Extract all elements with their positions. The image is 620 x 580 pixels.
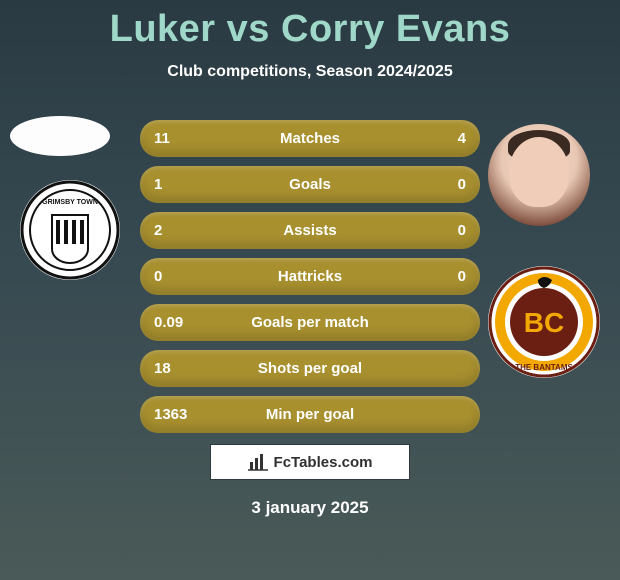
stat-left-value: 2 <box>154 222 204 239</box>
stat-row-min-per-goal: 1363 Min per goal <box>140 396 480 433</box>
stats-column: 11 Matches 4 1 Goals 0 2 Assists 0 0 Hat… <box>140 120 480 442</box>
svg-text:THE BANTAMS: THE BANTAMS <box>515 363 573 372</box>
club-right-crest: BC THE BANTAMS <box>488 266 600 378</box>
subtitle: Club competitions, Season 2024/2025 <box>0 63 620 81</box>
stat-label: Hattricks <box>204 268 416 285</box>
stat-label: Min per goal <box>204 406 416 423</box>
avatar-face <box>509 137 569 207</box>
stat-row-shots-per-goal: 18 Shots per goal <box>140 350 480 387</box>
brand-box[interactable]: FcTables.com <box>210 444 410 480</box>
club-left-crest: GRIMSBY TOWN <box>20 180 120 280</box>
stat-row-assists: 2 Assists 0 <box>140 212 480 249</box>
grimsby-crest-icon: GRIMSBY TOWN <box>20 180 120 280</box>
vs-text: vs <box>227 8 270 50</box>
stat-right-value: 4 <box>416 130 466 147</box>
stat-left-value: 1363 <box>154 406 204 423</box>
stat-label: Shots per goal <box>204 360 416 377</box>
stat-right-value: 0 <box>416 268 466 285</box>
stat-right-value: 0 <box>416 222 466 239</box>
stat-left-value: 1 <box>154 176 204 193</box>
svg-text:BC: BC <box>524 307 564 338</box>
date-text: 3 january 2025 <box>0 498 620 518</box>
stat-label: Matches <box>204 130 416 147</box>
stat-label: Goals per match <box>204 314 416 331</box>
stat-right-value: 0 <box>416 176 466 193</box>
stat-label: Assists <box>204 222 416 239</box>
player-left-name: Luker <box>110 8 216 50</box>
stat-left-value: 0 <box>154 268 204 285</box>
bradford-crest-icon: BC THE BANTAMS <box>488 266 600 378</box>
stat-label: Goals <box>204 176 416 193</box>
stat-row-matches: 11 Matches 4 <box>140 120 480 157</box>
player-right-avatar <box>488 124 590 226</box>
player-left-avatar <box>10 116 110 156</box>
stat-row-goals: 1 Goals 0 <box>140 166 480 203</box>
stat-left-value: 18 <box>154 360 204 377</box>
stat-row-goals-per-match: 0.09 Goals per match <box>140 304 480 341</box>
player-right-name: Corry Evans <box>281 8 510 50</box>
brand-text: FcTables.com <box>274 454 373 471</box>
page-title: Luker vs Corry Evans <box>0 0 620 51</box>
bar-chart-icon <box>248 452 268 472</box>
svg-text:GRIMSBY TOWN: GRIMSBY TOWN <box>42 199 98 206</box>
stat-left-value: 0.09 <box>154 314 204 331</box>
stat-row-hattricks: 0 Hattricks 0 <box>140 258 480 295</box>
stat-left-value: 11 <box>154 130 204 147</box>
